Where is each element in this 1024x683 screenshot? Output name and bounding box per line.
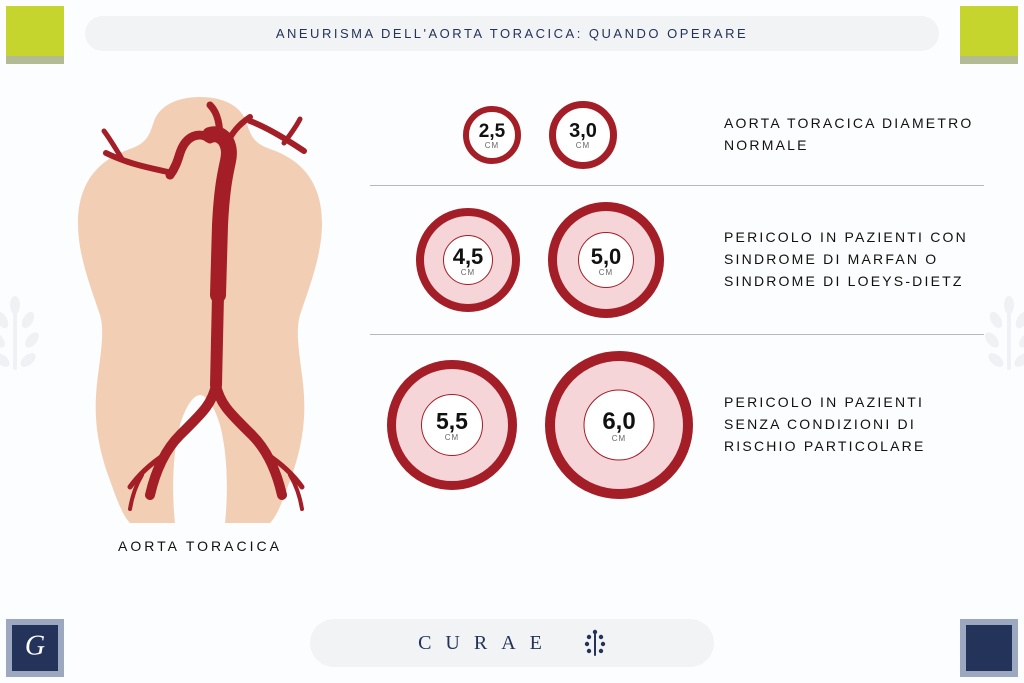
measure-value: 6,0 — [602, 408, 635, 436]
threshold-row: 2,5CM3,0CMAORTA TORACICA DIAMETRO NORMAL… — [370, 85, 984, 185]
measure-value: 3,0 — [569, 120, 597, 143]
measure-value: 2,5 — [479, 121, 505, 143]
measure-circle: 3,0CM — [549, 101, 617, 169]
measure-value: 5,5 — [436, 408, 468, 435]
measure-unit: CM — [445, 433, 459, 442]
footer-brand: CURAE — [310, 619, 714, 667]
measure-unit: CM — [576, 141, 590, 150]
corner-decoration — [6, 6, 64, 64]
threshold-description: PERICOLO IN PAZIENTI CON SINDROME DI MAR… — [710, 227, 984, 292]
measure-value: 5,0 — [591, 244, 622, 270]
measure-unit: CM — [485, 141, 499, 150]
measure-circle: 5,0CM — [548, 202, 664, 318]
threshold-row: 5,5CM6,0CMPERICOLO IN PAZIENTI SENZA CON… — [370, 334, 984, 515]
leaf-icon — [584, 629, 606, 657]
circle-pair: 2,5CM3,0CM — [370, 101, 710, 169]
leaf-deco-icon — [984, 295, 1024, 375]
threshold-rows: 2,5CM3,0CMAORTA TORACICA DIAMETRO NORMAL… — [370, 85, 984, 515]
page-title: ANEURISMA DELL'AORTA TORACICA: QUANDO OP… — [85, 16, 939, 51]
measure-value: 4,5 — [453, 244, 484, 270]
measure-circle: 5,5CM — [387, 360, 517, 490]
corner-decoration — [960, 6, 1018, 64]
measure-unit: CM — [461, 268, 475, 277]
measure-unit: CM — [612, 434, 626, 443]
torso-icon — [60, 95, 340, 525]
threshold-description: AORTA TORACICA DIAMETRO NORMALE — [710, 113, 984, 156]
corner-decoration-logo — [6, 619, 64, 677]
measure-circle: 6,0CM — [545, 351, 693, 499]
circle-pair: 4,5CM5,0CM — [370, 202, 710, 318]
circle-pair: 5,5CM6,0CM — [370, 351, 710, 499]
anatomy-figure: AORTA TORACICA — [60, 95, 340, 595]
measure-unit: CM — [599, 268, 613, 277]
anatomy-label: AORTA TORACICA — [60, 538, 340, 554]
threshold-description: PERICOLO IN PAZIENTI SENZA CONDIZIONI DI… — [710, 392, 984, 457]
measure-circle: 2,5CM — [463, 106, 521, 164]
brand-text: CURAE — [418, 632, 556, 655]
threshold-row: 4,5CM5,0CMPERICOLO IN PAZIENTI CON SINDR… — [370, 185, 984, 334]
measure-circle: 4,5CM — [416, 208, 520, 312]
corner-decoration — [960, 619, 1018, 677]
leaf-deco-icon — [0, 295, 40, 375]
